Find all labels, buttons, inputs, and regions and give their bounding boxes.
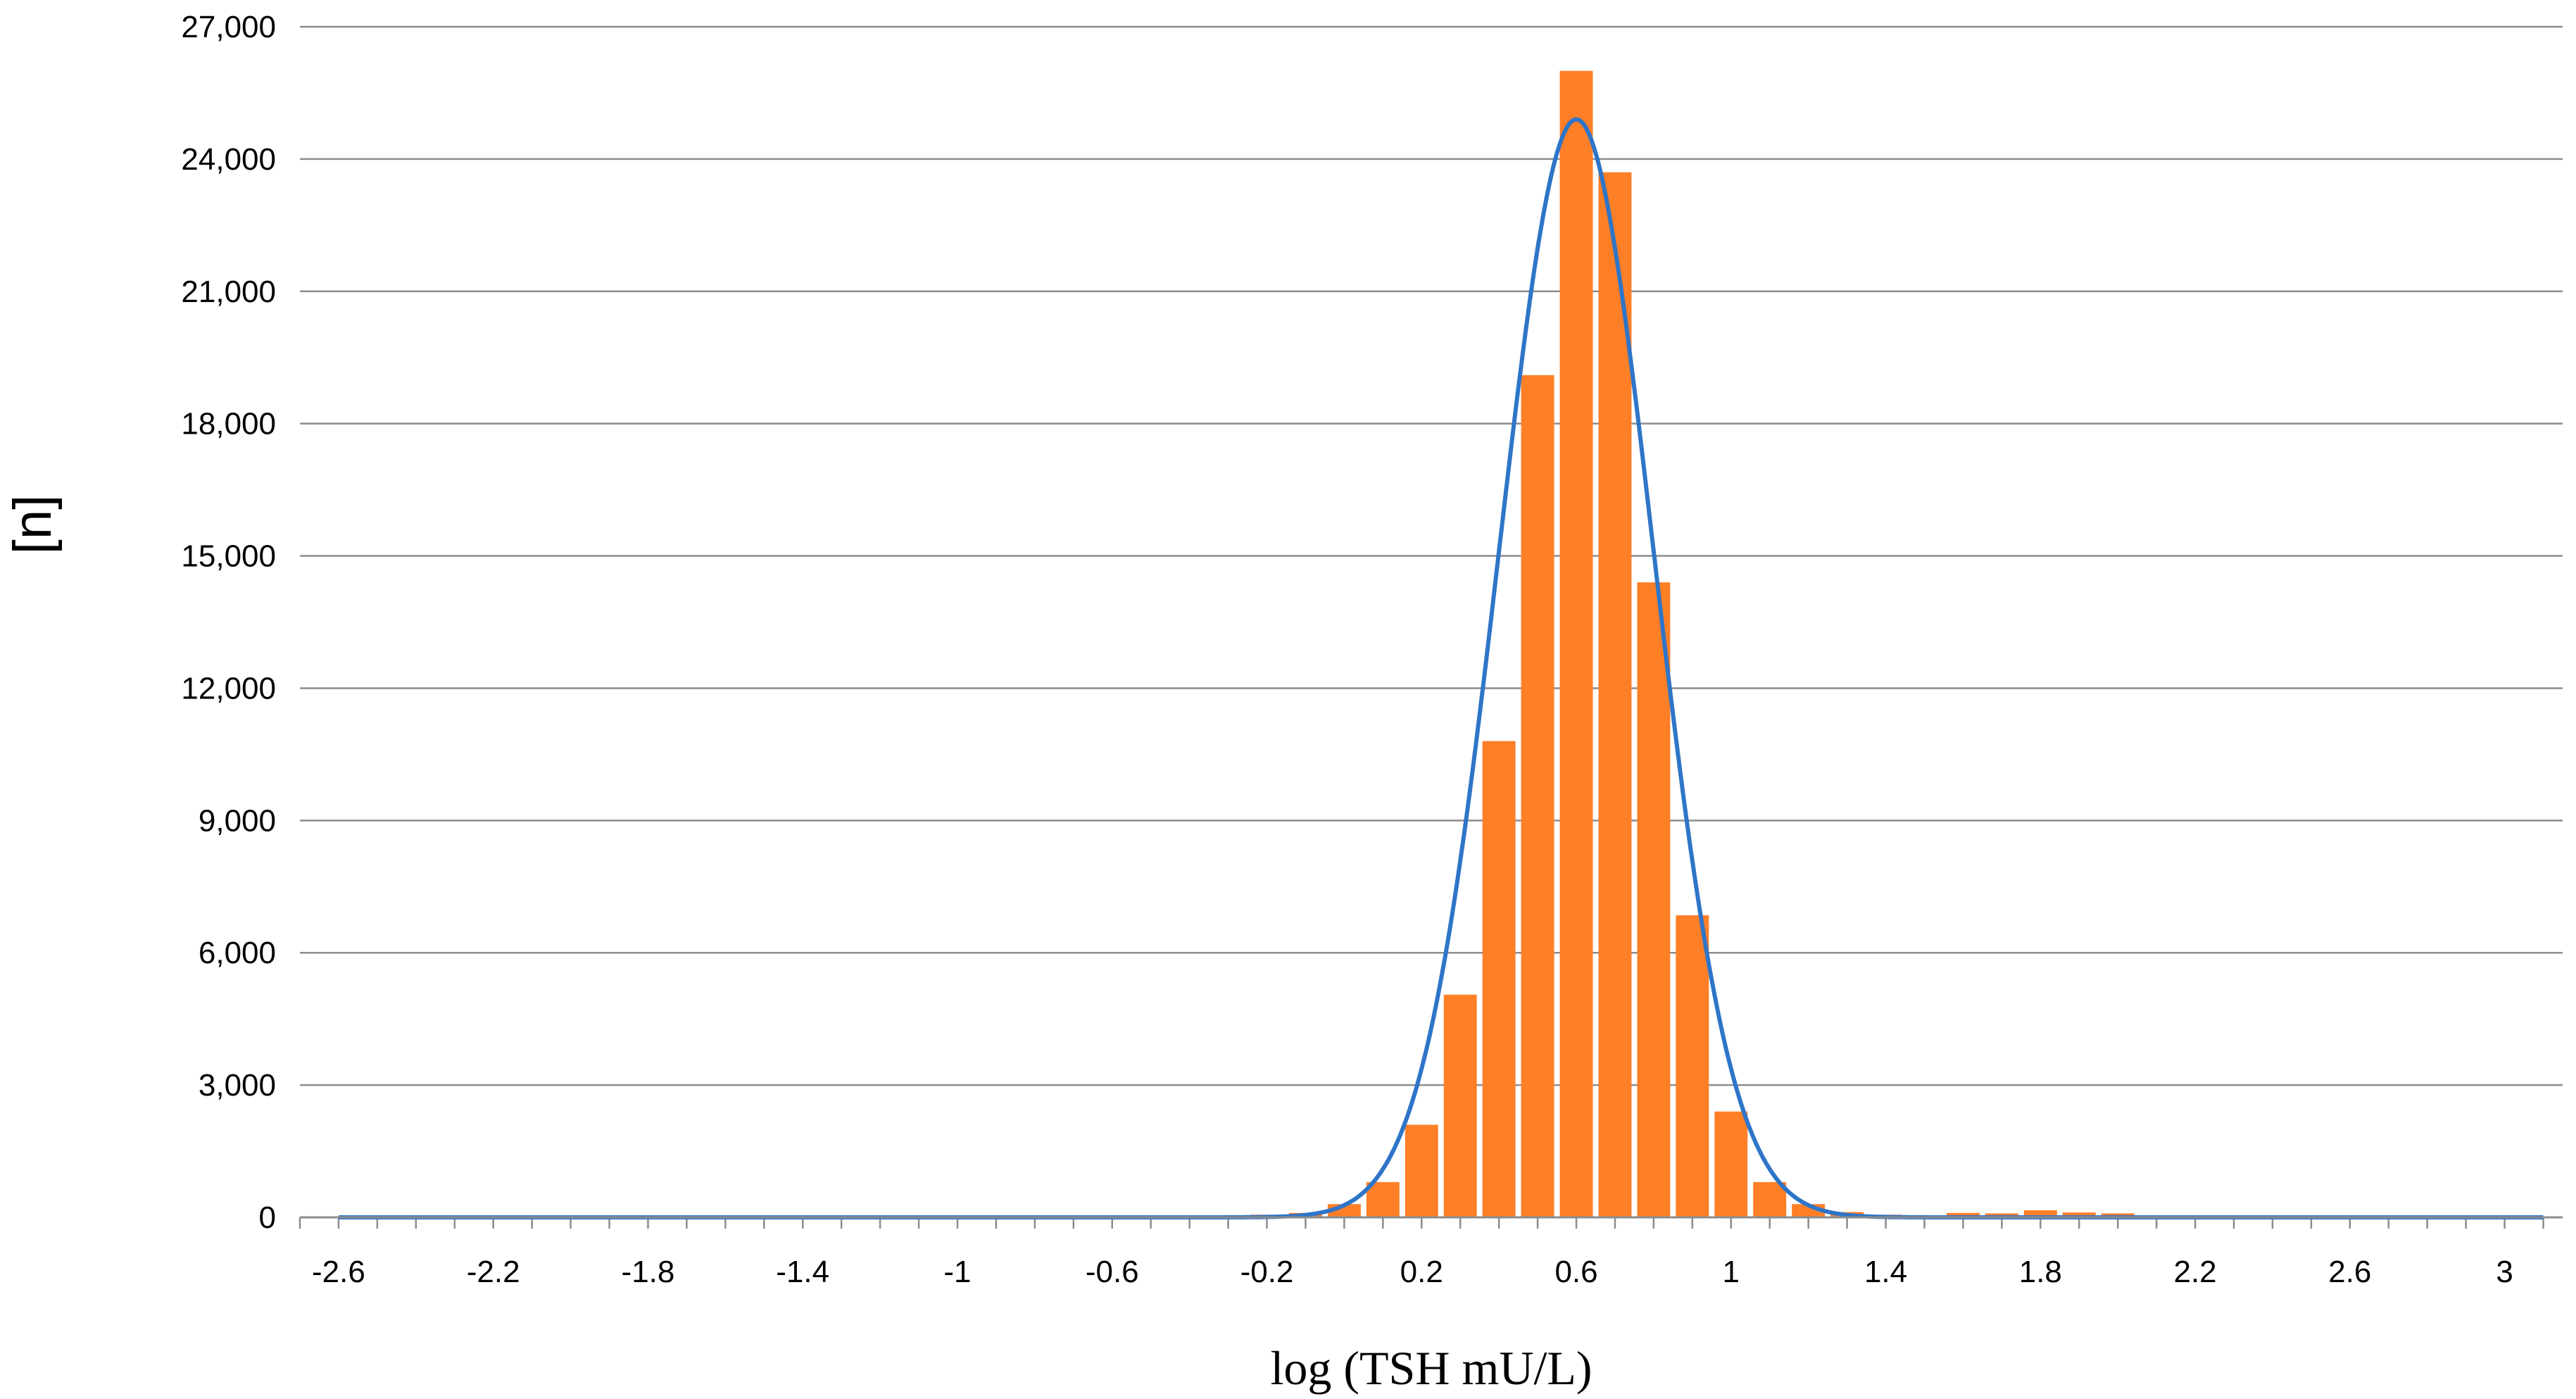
y-tick-label: 24,000 <box>181 142 276 177</box>
x-tick-label: 0.2 <box>1400 1255 1443 1289</box>
x-tick-label: 1 <box>1723 1255 1740 1289</box>
y-tick-label: 27,000 <box>181 10 276 44</box>
gridlines <box>300 25 2563 1086</box>
histogram-bar <box>1521 375 1554 1217</box>
histogram-bar <box>1482 741 1516 1217</box>
histogram-bar <box>1443 994 1477 1217</box>
histogram-bar <box>1676 915 1709 1217</box>
x-tick-label: 1.8 <box>2019 1255 2062 1289</box>
histogram-bar <box>1714 1111 1748 1217</box>
x-tick-label: -2.6 <box>312 1255 365 1289</box>
normal-distribution-curve <box>338 117 2544 1219</box>
histogram-bar <box>1405 1124 1438 1217</box>
y-tick-label: 12,000 <box>181 671 276 705</box>
x-tick-label: -1.8 <box>622 1255 675 1289</box>
histogram-bars <box>1250 70 2135 1218</box>
x-tick-label: -1.4 <box>776 1255 829 1289</box>
x-axis-ticks: -2.6 -2.2 -1.8 -1.4 -1 -0.6 -0.2 0.2 0.6 1 1.4 1.8 2… <box>299 1217 2544 1289</box>
y-tick-label: 21,000 <box>181 275 276 309</box>
x-tick-label: -0.6 <box>1086 1255 1139 1289</box>
histogram-bar <box>2062 1212 2096 1217</box>
histogram-bar <box>1559 70 1593 1217</box>
x-tick-label: 1.4 <box>1864 1255 1907 1289</box>
y-axis-title: [n] <box>3 495 63 555</box>
histogram-bar <box>1598 172 1632 1218</box>
x-tick-label: 2.6 <box>2328 1255 2371 1289</box>
histogram-bar <box>1946 1212 1980 1217</box>
normal-curve-layer <box>338 117 2544 1219</box>
x-tick-label: 2.2 <box>2173 1255 2216 1289</box>
y-tick-label: 18,000 <box>181 407 276 441</box>
x-tick-label: -1 <box>943 1255 971 1289</box>
y-tick-label: 3,000 <box>199 1068 276 1103</box>
y-tick-label: 0 <box>259 1200 276 1235</box>
y-axis-ticks: 0 3,000 6,000 9,000 12,000 15,000 18,000 21,000… <box>181 10 276 1235</box>
x-tick-label: 3 <box>2496 1255 2513 1289</box>
x-tick-label: 0.6 <box>1554 1255 1597 1289</box>
y-tick-label: 15,000 <box>181 539 276 574</box>
histogram-bar <box>1366 1181 1400 1217</box>
x-tick-label: -0.2 <box>1240 1255 1294 1289</box>
histogram-bar <box>1753 1181 1787 1217</box>
y-tick-label: 6,000 <box>199 936 276 970</box>
x-axis-title: log (TSH mU/L) <box>1270 1341 1592 1395</box>
y-tick-label: 9,000 <box>199 803 276 838</box>
x-tick-label: -2.2 <box>467 1255 520 1289</box>
histogram-bar <box>1637 582 1671 1217</box>
histogram-bar <box>2023 1210 2057 1217</box>
